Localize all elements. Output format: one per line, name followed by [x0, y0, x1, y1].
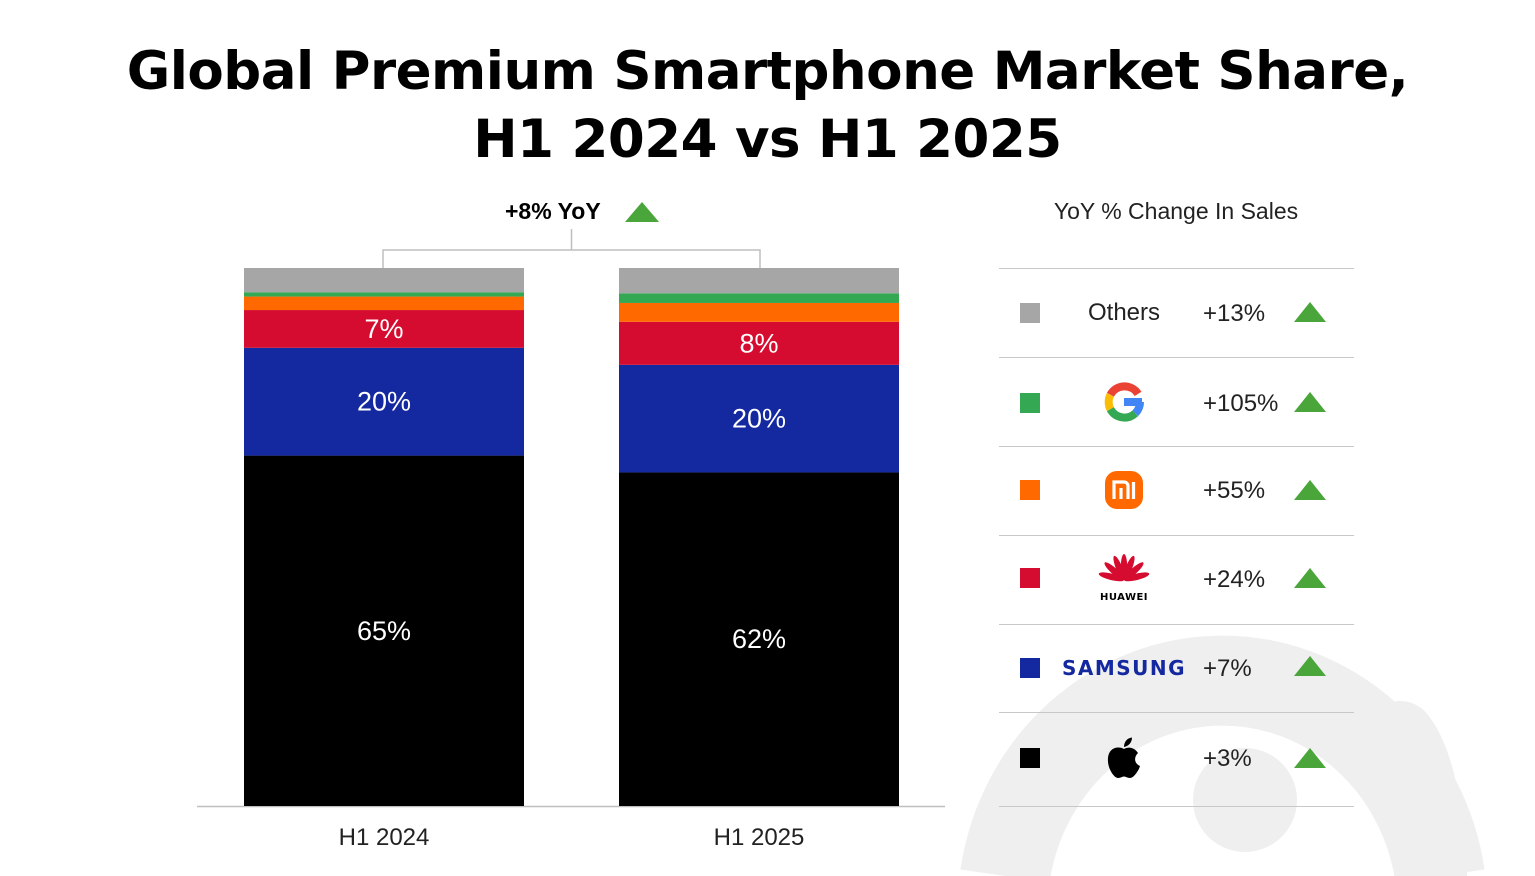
data-label: 20% [357, 387, 411, 417]
legend-row-huawei: HUAWEI +24% [999, 535, 1354, 623]
legend-change-google: +105% [1203, 390, 1279, 417]
legend-row-xiaomi: +55% [999, 446, 1354, 534]
legend-swatch-google [1020, 393, 1040, 413]
up-arrow-icon [625, 202, 659, 222]
up-arrow-icon [1294, 392, 1326, 412]
legend-swatch-huawei [1020, 568, 1040, 588]
legend-swatch-apple [1020, 748, 1040, 768]
samsung-wordmark: SAMSUNG [1061, 638, 1187, 698]
legend-label-others: Others [1064, 283, 1184, 343]
data-label: 20% [732, 404, 786, 434]
legend-divider [999, 446, 1354, 447]
data-label: 8% [739, 328, 778, 358]
up-arrow-icon [1294, 302, 1326, 322]
xiaomi-logo-icon [1064, 460, 1184, 520]
bar-segment-samsung-1 [244, 347, 524, 456]
bar-segment-others-2 [619, 268, 899, 294]
yoy-bracket [382, 229, 761, 268]
legend-change-others: +13% [1203, 300, 1266, 327]
total-yoy-label: +8% YoY [505, 198, 601, 224]
up-arrow-icon [1294, 480, 1326, 500]
title-line-2: H1 2024 vs H1 2025 [473, 109, 1062, 170]
bar-segment-huawei-2 [619, 321, 899, 365]
legend-bottom-line [999, 806, 1354, 807]
data-label: 62% [732, 624, 786, 654]
up-arrow-icon [1294, 656, 1326, 676]
legend-name-others: Others [1087, 299, 1161, 326]
google-logo-icon [1064, 372, 1184, 432]
up-arrow-icon [1294, 748, 1326, 768]
bar-segment-others-1 [244, 268, 524, 293]
legend-swatch-others [1020, 303, 1040, 323]
bar-segment-xiaomi-2 [619, 302, 899, 322]
title-line-1: Global Premium Smartphone Market Share, [126, 41, 1409, 102]
huawei-wordmark: HUAWEI [1099, 591, 1149, 603]
samsung-wordmark-text: SAMSUNG [1061, 656, 1187, 680]
legend-title: YoY % Change In Sales [1053, 198, 1299, 224]
legend-change-huawei: +24% [1203, 566, 1266, 593]
legend-divider [999, 268, 1354, 269]
bar-segment-google-2 [619, 293, 899, 303]
bar-segment-google-1 [244, 292, 524, 297]
bar-segment-xiaomi-1 [244, 296, 524, 311]
apple-logo-icon [1064, 728, 1184, 788]
legend-divider [999, 357, 1354, 358]
up-arrow-icon [1294, 568, 1326, 588]
bar-segment-samsung-2 [619, 364, 899, 473]
legend-swatch-xiaomi [1020, 480, 1040, 500]
legend-divider [999, 624, 1354, 625]
data-label: 65% [357, 616, 411, 646]
x-tick-label: H1 2025 [714, 824, 805, 851]
legend-change-samsung: +7% [1203, 655, 1252, 682]
legend-change-xiaomi: +55% [1203, 477, 1266, 504]
huawei-logo-icon: HUAWEI [1064, 548, 1184, 608]
legend-row-others: Others +13% [999, 268, 1354, 356]
bar-segment-apple-2 [619, 472, 899, 806]
bar-segment-huawei-1 [244, 310, 524, 348]
x-tick-label: H1 2024 [339, 824, 430, 851]
legend-row-apple: +3% [999, 712, 1354, 800]
legend-row-google: +105% [999, 357, 1354, 445]
legend-change-apple: +3% [1203, 745, 1252, 772]
legend-divider [999, 535, 1354, 536]
bar-segment-apple-1 [244, 455, 524, 806]
legend-divider [999, 712, 1354, 713]
legend-swatch-samsung [1020, 658, 1040, 678]
chart-title: Global Premium Smartphone Market Share, … [0, 38, 1535, 174]
legend-row-samsung: SAMSUNG +7% [999, 624, 1354, 712]
data-label: 7% [364, 314, 403, 344]
